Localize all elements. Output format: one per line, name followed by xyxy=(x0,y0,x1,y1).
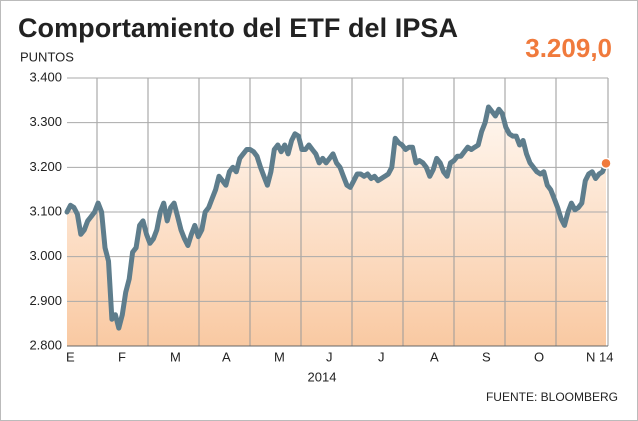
y-tick-label: 2.900 xyxy=(29,293,62,308)
chart-title: Comportamiento del ETF del IPSA xyxy=(18,13,458,43)
x-tick-label: F xyxy=(118,349,126,364)
last-value: 3.209,0 xyxy=(525,33,612,63)
x-tick-label: A xyxy=(222,349,231,364)
x-axis-label: 2014 xyxy=(308,369,337,384)
x-tick-label: A xyxy=(430,349,439,364)
y-tick-label: 2.800 xyxy=(29,337,62,352)
x-tick-label: M xyxy=(170,349,181,364)
x-tick-label: N 14 xyxy=(586,349,613,364)
x-tick-label: S xyxy=(482,349,491,364)
x-tick-label: J xyxy=(326,349,333,364)
y-tick-label: 3.000 xyxy=(29,248,62,263)
y-axis-label: PUNTOS xyxy=(20,49,74,64)
line xyxy=(64,104,609,331)
area-fill xyxy=(67,107,606,346)
x-tick-label: M xyxy=(274,349,285,364)
x-tick-label: J xyxy=(378,349,385,364)
source: FUENTE: BLOOMBERG xyxy=(486,390,618,404)
y-tick-label: 3.200 xyxy=(29,159,62,174)
last-point xyxy=(600,157,612,170)
x-tick-label: E xyxy=(66,349,75,364)
x-tick-label: O xyxy=(534,349,544,364)
y-tick-label: 3.100 xyxy=(29,203,62,218)
y-tick-label: 3.300 xyxy=(29,114,62,129)
y-tick-label: 3.400 xyxy=(29,69,62,84)
